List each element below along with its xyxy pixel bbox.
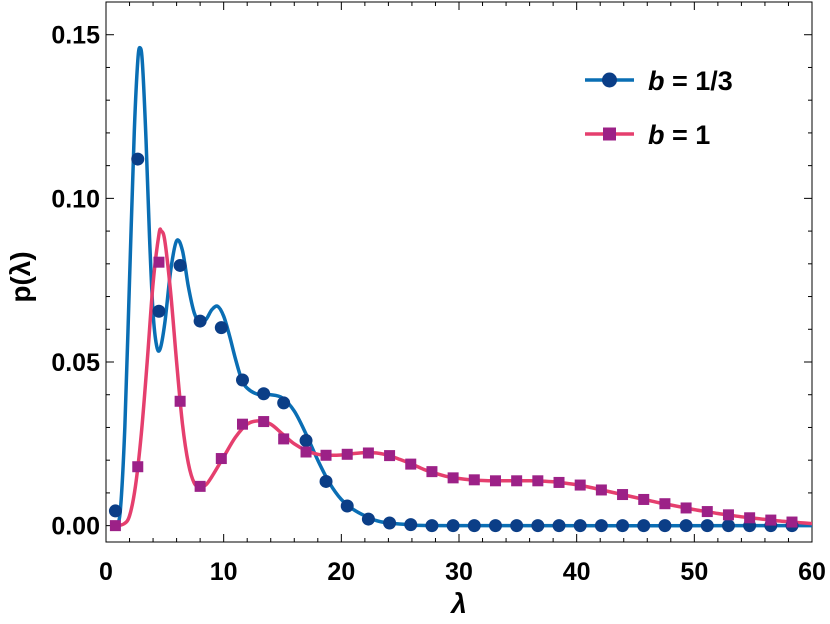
x-tick-label: 50: [680, 558, 708, 586]
data-point: [404, 518, 418, 532]
data-point: [553, 476, 565, 488]
data-point: [174, 395, 186, 407]
x-tick-label: 10: [210, 558, 238, 586]
data-point: [152, 304, 166, 318]
data-point: [319, 474, 333, 488]
data-point: [722, 509, 734, 521]
series-layer: [108, 45, 812, 533]
data-point: [257, 387, 271, 401]
data-point: [595, 484, 607, 496]
data-point: [361, 512, 375, 526]
data-point: [214, 321, 228, 335]
data-point: [384, 450, 396, 462]
data-point: [701, 506, 713, 518]
data-point: [680, 502, 692, 514]
data-point: [236, 418, 248, 430]
y-tick-label: 0.10: [51, 185, 100, 213]
data-point: [426, 466, 438, 478]
x-tick-label: 60: [798, 558, 826, 586]
data-point: [637, 519, 651, 533]
data-point: [531, 519, 545, 533]
axis-ticks: 0 10 20 30 40 50 60 0.00 0.05 0.10 0.15: [51, 2, 826, 586]
legend-value: = 1: [665, 120, 711, 150]
data-point: [594, 519, 608, 533]
data-point: [109, 520, 121, 532]
data-point: [679, 519, 693, 533]
data-point: [552, 519, 566, 533]
data-point: [786, 516, 798, 528]
legend-label: b = 1: [648, 120, 710, 150]
data-point: [235, 373, 249, 387]
data-point: [467, 519, 481, 533]
legend-variable: b: [648, 66, 665, 96]
legend-item: b = 1/3: [585, 66, 733, 96]
data-point: [405, 458, 417, 470]
data-point: [489, 475, 501, 487]
legend: b = 1/3b = 1: [585, 66, 733, 150]
data-point: [362, 447, 374, 459]
x-tick-label: 0: [99, 558, 113, 586]
data-point: [277, 396, 291, 410]
x-tick-label: 40: [563, 558, 591, 586]
legend-marker: [603, 127, 616, 141]
data-point: [574, 479, 586, 491]
data-point: [215, 453, 227, 465]
data-point: [488, 519, 502, 533]
data-point: [638, 493, 650, 505]
data-point: [320, 449, 332, 461]
x-axis-label: λ: [449, 588, 467, 619]
x-tick-label: 20: [327, 558, 355, 586]
data-point: [447, 472, 459, 484]
data-point: [299, 434, 313, 448]
data-point: [765, 514, 777, 526]
legend-value: = 1/3: [665, 66, 733, 96]
data-point: [258, 416, 270, 428]
data-point: [108, 504, 122, 518]
data-point: [132, 461, 144, 473]
data-point: [340, 499, 354, 513]
data-point: [511, 475, 523, 487]
data-point: [532, 475, 544, 487]
data-point: [278, 433, 290, 445]
data-point: [194, 480, 206, 492]
x-tick-label: 30: [445, 558, 473, 586]
y-axis-label: p(λ): [5, 251, 36, 302]
data-point: [383, 516, 397, 530]
data-point: [721, 519, 735, 533]
data-point: [616, 519, 630, 533]
data-point: [300, 446, 312, 458]
data-point: [193, 314, 207, 328]
data-point: [446, 519, 460, 533]
y-tick-label: 0.00: [51, 513, 100, 541]
data-point: [468, 474, 480, 486]
legend-item: b = 1: [585, 120, 710, 150]
y-tick-label: 0.15: [51, 22, 100, 50]
data-point: [659, 498, 671, 510]
data-point: [700, 519, 714, 533]
data-point: [617, 489, 629, 501]
legend-label: b = 1/3: [648, 66, 733, 96]
legend-marker: [602, 72, 617, 88]
data-point: [173, 258, 187, 272]
series-1-markers: [108, 152, 799, 533]
data-point: [658, 519, 672, 533]
legend-variable: b: [648, 120, 665, 150]
series-2-markers: [109, 256, 798, 532]
data-point: [573, 519, 587, 533]
data-point: [131, 152, 145, 166]
data-point: [744, 512, 756, 524]
series-line: [115, 227, 812, 528]
data-point: [425, 519, 439, 533]
series-2: [115, 227, 812, 528]
data-point: [341, 448, 353, 460]
y-tick-label: 0.05: [51, 349, 100, 377]
data-point: [510, 519, 524, 533]
data-point: [153, 256, 165, 268]
